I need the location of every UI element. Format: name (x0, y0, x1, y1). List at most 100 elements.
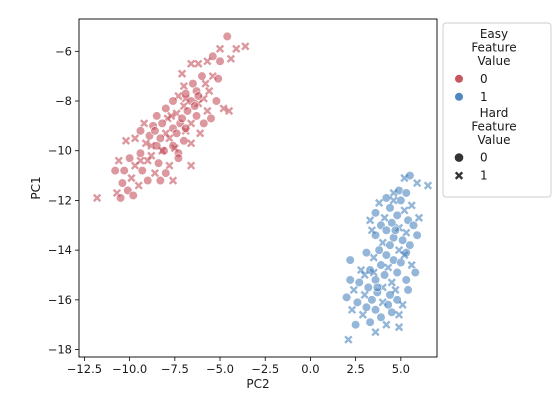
data-point (379, 270, 390, 280)
x-tick-label: 2.5 (346, 362, 364, 376)
legend-title-hue: Feature (471, 41, 516, 55)
y-tick-label: −10 (48, 144, 72, 158)
data-point (134, 181, 143, 190)
data-point (374, 198, 384, 208)
data-point (167, 111, 176, 121)
data-point (177, 113, 187, 124)
x-tick-label: −2.5 (251, 362, 279, 376)
data-point (222, 31, 232, 41)
data-point (172, 128, 182, 138)
data-point (155, 175, 165, 186)
data-point (155, 133, 165, 143)
data-point (157, 118, 167, 128)
data-point (205, 86, 214, 96)
data-point (401, 275, 411, 285)
data-point (358, 310, 368, 319)
data-point (226, 54, 236, 63)
data-point (206, 113, 216, 124)
data-point (370, 275, 381, 285)
data-point (402, 228, 411, 237)
data-point (385, 203, 395, 213)
data-point (356, 265, 366, 275)
x-tick-label: −12.5 (67, 362, 102, 376)
data-point (197, 71, 207, 81)
data-point (191, 111, 202, 121)
data-point (137, 166, 147, 176)
data-point (161, 168, 171, 178)
data-point (392, 210, 402, 220)
data-point (219, 104, 228, 113)
data-point (408, 220, 419, 230)
data-point (412, 178, 422, 188)
legend-title-style: Hard (480, 106, 509, 120)
legend-marker-style (454, 171, 464, 180)
data-point (158, 146, 167, 155)
data-point (398, 235, 408, 245)
data-point (121, 136, 131, 145)
data-point (376, 312, 386, 322)
x-tick-label: 0.0 (301, 362, 319, 376)
data-point (392, 267, 402, 278)
data-point (130, 134, 140, 143)
data-point (414, 213, 424, 222)
data-point (215, 56, 225, 66)
legend-label-style: 1 (480, 169, 488, 183)
x-tick-label: −5.0 (206, 362, 234, 376)
data-point (173, 153, 184, 163)
data-point (400, 250, 409, 260)
data-point (403, 285, 413, 295)
points-layer (92, 31, 433, 344)
data-point (128, 190, 138, 201)
data-point (376, 260, 386, 270)
data-point (143, 156, 152, 165)
data-point (195, 129, 205, 138)
data-point (139, 119, 149, 128)
data-point (384, 263, 393, 272)
data-point (400, 206, 409, 215)
data-point (165, 134, 174, 143)
data-point (345, 275, 355, 285)
data-point (380, 213, 389, 222)
data-point (135, 148, 146, 158)
data-point (387, 218, 397, 228)
data-point (381, 225, 391, 235)
data-point (179, 81, 189, 91)
legend-marker-hue (454, 92, 464, 102)
y-axis-label: PC1 (29, 176, 43, 199)
data-point (365, 216, 375, 225)
data-point (374, 245, 384, 255)
data-point (190, 101, 200, 111)
data-point (391, 285, 400, 295)
data-point (186, 139, 196, 148)
data-point (349, 285, 358, 295)
data-point (181, 123, 191, 133)
data-point (125, 153, 135, 163)
data-point (352, 297, 363, 307)
data-point (398, 300, 407, 309)
data-point (385, 240, 395, 250)
data-point (389, 188, 398, 198)
data-point (407, 201, 416, 210)
y-tick-label: −12 (48, 193, 72, 207)
data-point (381, 193, 391, 203)
data-point (371, 327, 380, 337)
data-point (361, 302, 372, 312)
data-point (161, 103, 171, 114)
legend-marker-hue (454, 74, 464, 84)
data-point (370, 208, 381, 218)
data-point (372, 282, 382, 293)
data-point (381, 250, 391, 260)
x-tick-label: −10.0 (112, 362, 147, 376)
data-point (351, 320, 361, 330)
legend-label-hue: 1 (480, 90, 488, 104)
y-axis-ticks: −18 −16 −14 −12 −10 −8 −6 (48, 44, 79, 357)
data-point (115, 193, 126, 203)
data-point (345, 255, 355, 265)
data-point (159, 146, 169, 156)
y-tick-label: −14 (48, 243, 72, 257)
data-point (182, 106, 193, 116)
data-point (344, 335, 353, 344)
data-point (188, 79, 198, 89)
